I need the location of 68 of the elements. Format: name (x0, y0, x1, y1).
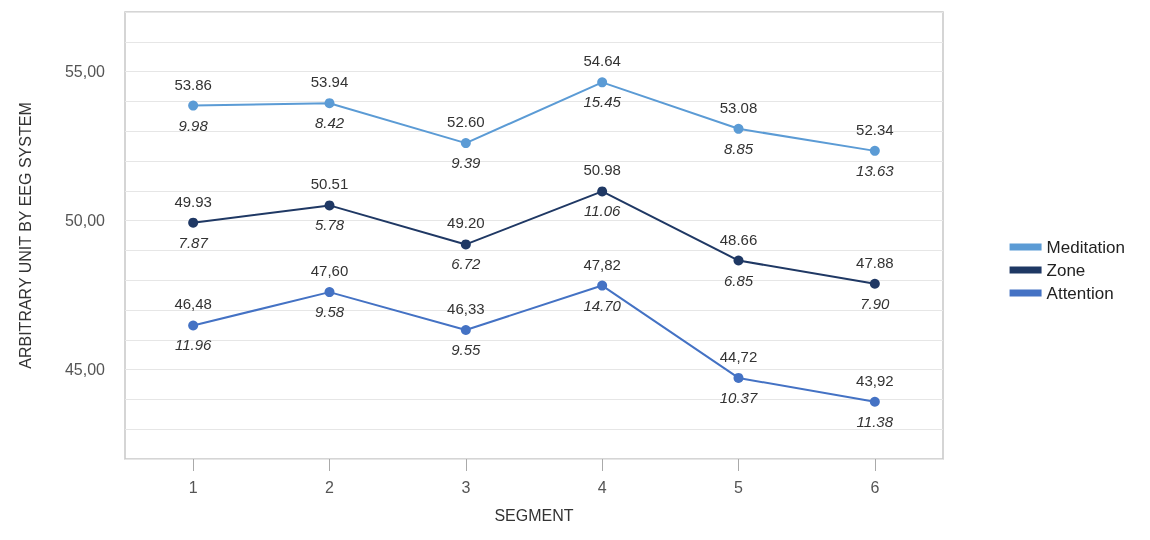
data-label: 47,82 (583, 255, 621, 273)
data-label: 53.94 (310, 73, 349, 91)
y-tick-label: 50,00 (64, 212, 106, 230)
point (460, 138, 471, 149)
point (324, 287, 335, 298)
data-label: 46,48 (174, 295, 212, 313)
annotation: 11.96 (174, 336, 213, 354)
point (460, 239, 471, 250)
data-label: 52.34 (856, 120, 894, 138)
x-tick-label: 1 (188, 478, 198, 496)
annotation: 11.06 (583, 202, 622, 220)
annotation: 6.72 (451, 255, 482, 273)
data-label: 47,60 (310, 262, 349, 280)
data-label: 46,33 (447, 299, 485, 317)
x-tick-label: 4 (597, 478, 607, 496)
data-label: 53.08 (719, 98, 758, 116)
x-axis-title: SEGMENT (494, 506, 574, 524)
data-label: 53.86 (174, 75, 212, 93)
annotation: 7.87 (178, 233, 209, 251)
point (869, 145, 880, 156)
point (733, 255, 744, 266)
annotation: 9.39 (451, 154, 482, 172)
point (460, 324, 471, 335)
point (188, 217, 199, 228)
y-axis-title: ARBITRARY UNIT BY EEG SYSTEM (16, 102, 34, 369)
data-label: 49.20 (447, 214, 485, 232)
legend-label: Meditation (1046, 237, 1125, 257)
data-label: 48.66 (719, 230, 758, 248)
data-label: 47.88 (856, 253, 894, 271)
annotation: 8.85 (723, 139, 754, 157)
point (869, 396, 880, 407)
point (188, 100, 199, 111)
point (597, 186, 608, 197)
annotation: 11.38 (856, 412, 894, 430)
data-label: 52.60 (447, 113, 485, 131)
annotation: 6.85 (723, 271, 754, 289)
annotation: 10.37 (719, 388, 758, 406)
annotation: 14.70 (583, 296, 622, 314)
annotation: 9.58 (314, 303, 345, 321)
annotation: 7.90 (860, 294, 891, 312)
annotation: 5.78 (314, 216, 345, 234)
point (597, 280, 608, 291)
point (188, 320, 199, 331)
legend-label: Attention (1046, 283, 1114, 303)
point (324, 98, 335, 109)
point (597, 77, 608, 88)
x-tick-label: 3 (461, 478, 471, 496)
point (733, 123, 744, 134)
data-label: 54.64 (583, 52, 621, 70)
annotation: 15.45 (583, 93, 622, 111)
data-label: 49.93 (174, 192, 212, 210)
data-label: 44,72 (719, 347, 758, 365)
y-tick-label: 55,00 (64, 63, 106, 81)
y-tick-label: 45,00 (64, 361, 106, 379)
annotation: 9.55 (451, 340, 482, 358)
point (869, 278, 880, 289)
point (733, 372, 744, 383)
point (324, 200, 335, 211)
x-tick-label: 6 (870, 478, 880, 496)
annotation: 9.98 (178, 116, 209, 134)
data-label: 50.51 (310, 175, 349, 193)
x-tick-label: 2 (325, 478, 335, 496)
annotation: 8.42 (314, 114, 345, 132)
annotation: 13.63 (856, 161, 895, 179)
x-tick-label: 5 (734, 478, 744, 496)
legend-label: Zone (1046, 260, 1086, 280)
data-label: 43,92 (856, 371, 894, 389)
data-label: 50.98 (583, 161, 621, 179)
